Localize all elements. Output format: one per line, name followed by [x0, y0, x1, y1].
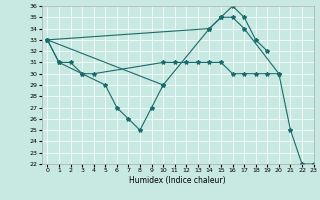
- X-axis label: Humidex (Indice chaleur): Humidex (Indice chaleur): [129, 176, 226, 185]
